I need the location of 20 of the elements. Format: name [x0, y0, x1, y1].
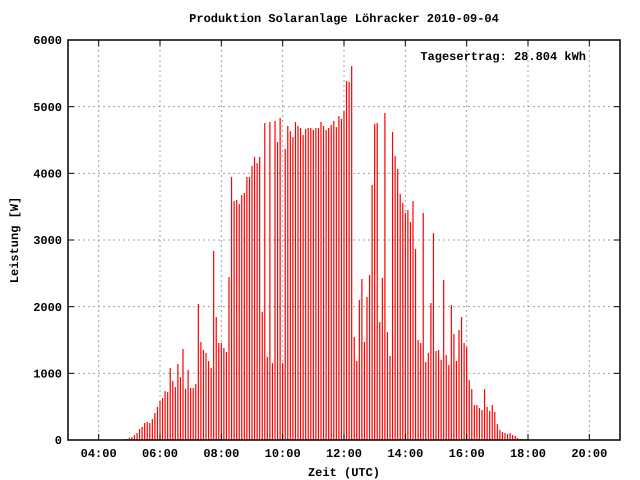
- y-tick-label: 6000: [33, 34, 62, 48]
- y-tick-label: 4000: [33, 168, 62, 182]
- y-tick-label: 2000: [33, 300, 62, 315]
- chart-title: Produktion Solaranlage Löhracker 2010-09-04: [189, 12, 499, 26]
- x-tick-label: 14:00: [387, 447, 424, 461]
- x-tick-label: 04:00: [80, 447, 117, 461]
- y-tick-label: 3000: [33, 234, 62, 248]
- y-tick-label: 0: [54, 434, 62, 448]
- annotation: Tagesertrag: 28.804 kWh: [420, 50, 586, 64]
- y-axis-title: Leistung [W]: [8, 196, 22, 284]
- x-axis-title: Zeit (UTC): [308, 466, 380, 480]
- y-tick-label: 5000: [33, 100, 62, 115]
- x-tick-label: 08:00: [203, 447, 240, 461]
- x-tick-label: 20:00: [571, 447, 608, 461]
- x-tick-label: 16:00: [448, 447, 485, 461]
- x-tick-label: 18:00: [510, 447, 546, 461]
- y-tick-label: 1000: [33, 368, 62, 382]
- x-tick-label: 12:00: [326, 447, 362, 461]
- x-tick-label: 06:00: [142, 447, 178, 461]
- x-tick-label: 10:00: [264, 447, 301, 461]
